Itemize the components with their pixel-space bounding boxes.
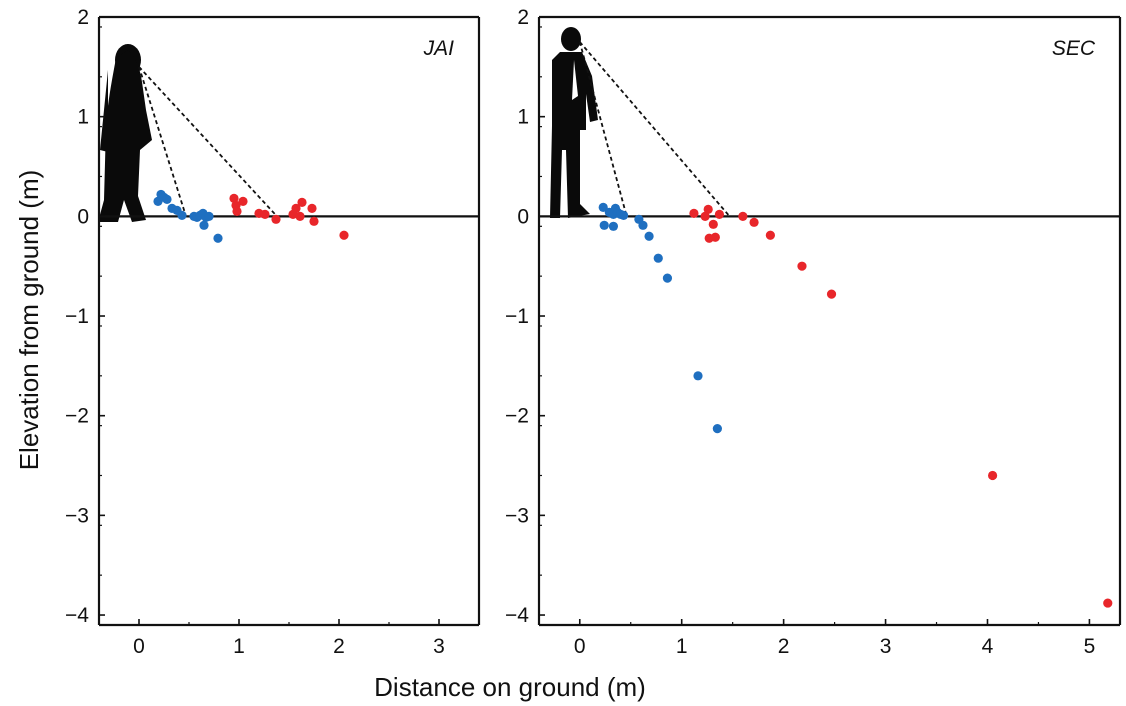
x-tick-label: 2 xyxy=(778,635,790,658)
red-data-point xyxy=(700,211,710,221)
data-points-jai xyxy=(153,189,349,243)
y-tick-label: 1 xyxy=(517,106,529,129)
red-data-point xyxy=(987,470,998,481)
x-tick-label: 5 xyxy=(1084,635,1096,658)
man-in-suit-silhouette-icon xyxy=(550,27,598,218)
red-data-point xyxy=(260,209,270,219)
red-data-point xyxy=(232,206,242,216)
axes-jai: 2 1 0 −1 −2 −3 −4 0 1 2 3 xyxy=(65,6,481,658)
blue-data-point xyxy=(599,220,609,230)
blue-data-point xyxy=(162,194,172,204)
y-tick-label: −3 xyxy=(505,504,529,527)
panel-label-sec: SEC xyxy=(1052,37,1096,60)
blue-data-point xyxy=(598,202,608,212)
red-data-point xyxy=(749,217,759,227)
red-data-point xyxy=(307,203,317,213)
red-data-point xyxy=(765,230,775,240)
data-points-sec xyxy=(598,202,1113,608)
red-data-point xyxy=(714,209,725,219)
y-tick-label: −4 xyxy=(505,604,529,627)
x-tick-label: 2 xyxy=(333,635,345,658)
sight-line xyxy=(579,41,731,217)
red-data-point xyxy=(291,203,301,213)
x-axis-title: Distance on ground (m) xyxy=(374,672,646,702)
y-tick-label: 1 xyxy=(77,106,89,129)
y-tick-label: 0 xyxy=(77,205,89,228)
x-tick-label: 4 xyxy=(982,635,994,658)
axes-sec: 2 1 0 −1 −2 −3 −4 0 1 2 3 4 5 xyxy=(505,6,1122,658)
blue-data-point xyxy=(608,221,619,231)
sight-line xyxy=(138,66,278,217)
sight-lines-jai xyxy=(138,66,278,217)
red-data-point xyxy=(708,219,718,229)
y-tick-label: −3 xyxy=(65,504,89,527)
sight-lines-sec xyxy=(578,41,731,217)
red-data-point xyxy=(738,211,748,221)
blue-data-point xyxy=(204,211,214,221)
x-tick-label: 0 xyxy=(133,635,145,658)
red-data-point xyxy=(1103,598,1113,608)
y-axis-title: Elevation from ground (m) xyxy=(14,170,44,471)
red-data-point xyxy=(797,261,807,271)
x-tick-label: 1 xyxy=(233,635,245,658)
blue-data-point xyxy=(619,210,629,220)
y-tick-label: 0 xyxy=(517,205,529,228)
red-data-point xyxy=(295,211,305,221)
y-tick-label: −4 xyxy=(65,604,89,627)
blue-data-point xyxy=(213,233,223,243)
blue-data-point xyxy=(653,253,663,263)
blue-data-point xyxy=(199,220,209,230)
red-data-point xyxy=(710,232,720,242)
red-data-point xyxy=(297,197,307,207)
blue-data-point xyxy=(712,424,722,434)
red-data-point xyxy=(689,208,699,218)
y-tick-label: −1 xyxy=(65,305,89,328)
sight-line xyxy=(138,66,187,217)
panel-sec: 2 1 0 −1 −2 −3 −4 0 1 2 3 4 5 SEC xyxy=(505,6,1122,658)
x-tick-label: 1 xyxy=(676,635,688,658)
y-tick-label: −1 xyxy=(505,305,529,328)
red-data-point xyxy=(826,289,837,299)
y-tick-label: 2 xyxy=(77,6,89,29)
red-data-point xyxy=(703,204,713,214)
panel-jai: 2 1 0 −1 −2 −3 −4 0 1 2 3 JAI xyxy=(65,6,481,658)
x-tick-label: 3 xyxy=(433,635,445,658)
panel-label-jai: JAI xyxy=(423,37,455,60)
blue-data-point xyxy=(638,220,648,230)
x-tick-label: 0 xyxy=(574,635,586,658)
red-data-point xyxy=(309,216,319,226)
blue-data-point xyxy=(177,210,187,220)
y-tick-label: −2 xyxy=(505,405,529,428)
blue-data-point xyxy=(693,371,703,381)
red-data-point xyxy=(271,214,281,224)
blue-data-point xyxy=(644,231,654,241)
red-data-point xyxy=(229,193,239,204)
blue-data-point xyxy=(662,273,673,283)
y-tick-label: −2 xyxy=(65,405,89,428)
y-tick-label: 2 xyxy=(517,6,529,29)
red-data-point xyxy=(339,230,349,240)
woman-silhouette-icon xyxy=(98,44,152,222)
x-tick-label: 3 xyxy=(880,635,892,658)
red-data-point xyxy=(238,196,248,206)
sight-line xyxy=(578,41,628,217)
